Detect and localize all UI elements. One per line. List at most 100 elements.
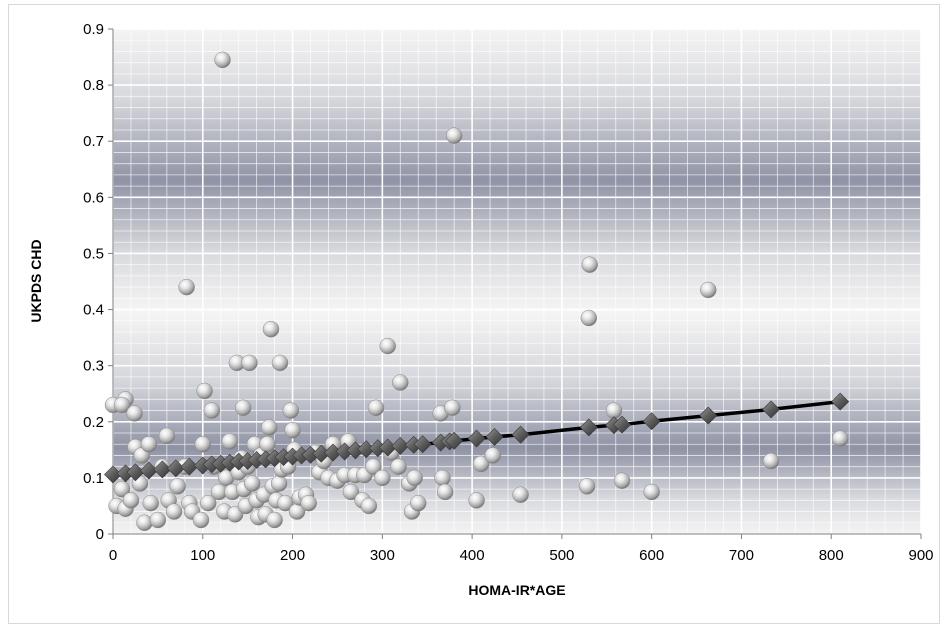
x-tick-label: 900: [908, 547, 933, 564]
data-point: [434, 469, 451, 487]
x-tick-label: 400: [460, 547, 485, 564]
fit-point-marker: [485, 428, 504, 446]
fit-point-marker: [511, 425, 530, 444]
x-tick-label: 0: [109, 547, 117, 564]
y-tick-label: 0: [96, 526, 104, 543]
fit-point-marker: [166, 459, 185, 478]
data-point: [234, 399, 252, 416]
fit-point-marker: [579, 418, 598, 437]
data-point: [259, 435, 276, 453]
fit-point-marker: [699, 406, 718, 425]
data-point: [122, 492, 140, 509]
fit-point-marker: [613, 415, 631, 434]
data-point: [390, 458, 407, 475]
data-point: [136, 514, 153, 532]
data-point: [406, 469, 423, 487]
data-point: [194, 435, 212, 453]
data-point: [270, 475, 288, 492]
chart-frame: 0 100 200 300 400 500 600 700 800 900 0 0.1 0.2 0.3 0…: [8, 4, 940, 624]
data-point: [196, 382, 213, 400]
y-tick-label: 0.5: [83, 245, 104, 262]
y-tick-label: 0.1: [83, 470, 104, 487]
data-point: [300, 494, 317, 512]
data-point: [142, 494, 159, 512]
fit-point-marker: [391, 436, 410, 455]
y-tick-label: 0.3: [83, 358, 104, 375]
x-axis-title: HOMA-IR*AGE: [468, 582, 565, 598]
data-point: [199, 494, 217, 512]
data-point: [367, 399, 385, 416]
data-point: [831, 430, 849, 447]
y-tick-label: 0.2: [83, 414, 104, 431]
data-point: [282, 402, 300, 419]
data-point: [266, 511, 283, 529]
data-point: [444, 399, 461, 416]
data-point: [472, 455, 490, 473]
data-point: [113, 480, 131, 498]
y-axis: 0 0.1 0.2 0.3 0.4 0.5 0.6 0.7 0.8 0.9: [83, 21, 114, 543]
data-point: [214, 51, 231, 69]
data-point: [262, 320, 280, 338]
y-tick-label: 0.7: [83, 133, 104, 150]
x-tick-label: 100: [190, 547, 215, 564]
data-point: [260, 419, 278, 436]
data-point: [165, 503, 183, 520]
data-point: [178, 278, 195, 296]
data-point: [581, 256, 598, 273]
data-point: [277, 494, 294, 512]
scatter-chart: 0 100 200 300 400 500 600 700 800 900 0 0.1 0.2 0.3 0…: [28, 21, 934, 598]
fit-point-marker: [642, 412, 661, 431]
fit-point-marker: [762, 400, 780, 419]
data-point: [699, 281, 717, 299]
data-point: [192, 511, 210, 529]
data-point: [605, 402, 623, 419]
fit-point-marker: [126, 463, 145, 482]
data-point: [243, 475, 261, 492]
data-point: [578, 478, 596, 495]
fit-point-marker: [180, 457, 199, 476]
data-point: [169, 478, 186, 495]
x-tick-label: 500: [549, 547, 574, 564]
x-axis: 0 100 200 300 400 500 600 700 800 900: [109, 533, 934, 564]
x-tick-label: 600: [639, 547, 664, 564]
y-tick-label: 0.6: [83, 189, 104, 206]
plot-background: [113, 29, 921, 534]
data-point: [484, 447, 502, 464]
data-point: [379, 337, 396, 355]
fit-point-marker: [467, 429, 486, 448]
data-point: [113, 396, 131, 414]
data-point: [468, 492, 485, 509]
fit-point-marker: [413, 435, 432, 454]
data-point: [436, 483, 454, 501]
fitted-series: [104, 392, 850, 484]
data-point: [365, 458, 382, 475]
y-tick-label: 0.9: [83, 21, 104, 38]
data-point: [221, 433, 238, 450]
data-point: [445, 127, 463, 144]
data-point: [241, 354, 258, 372]
data-point: [613, 472, 631, 489]
data-point: [360, 497, 378, 515]
data-point: [284, 421, 301, 439]
data-point: [140, 435, 158, 453]
data-point: [158, 427, 176, 445]
data-point: [126, 405, 143, 422]
x-tick-label: 800: [819, 547, 844, 564]
data-point: [409, 494, 427, 512]
data-point: [580, 309, 598, 327]
fit-point-marker: [831, 392, 850, 411]
x-tick-label: 200: [280, 547, 305, 564]
y-tick-label: 0.8: [83, 77, 104, 94]
x-tick-label: 700: [729, 547, 754, 564]
data-point: [149, 511, 167, 529]
y-axis-title: UKPDS CHD: [28, 239, 44, 322]
data-point: [392, 374, 409, 391]
data-point: [643, 483, 660, 501]
fit-point-marker: [153, 460, 172, 479]
fit-point-marker: [445, 431, 464, 450]
data-point: [203, 402, 221, 419]
x-tick-label: 300: [370, 547, 395, 564]
data-point: [374, 469, 391, 487]
data-point: [762, 452, 780, 470]
fit-point-marker: [139, 461, 158, 480]
